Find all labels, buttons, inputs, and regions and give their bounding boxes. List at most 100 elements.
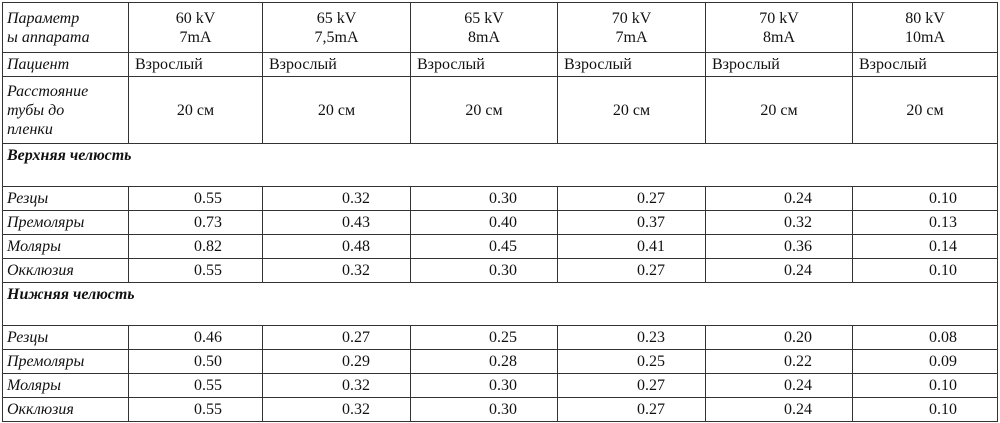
value-cell: 0.10 [852, 373, 998, 398]
value-cell: 0.45 [410, 234, 558, 259]
value-cell: 0.24 [705, 397, 853, 422]
table-row: Пациент Взрослый Взрослый Взрослый Взрослый В… [2, 52, 998, 77]
value-cell: 0.30 [410, 397, 558, 422]
value-cell: 0.24 [705, 373, 853, 398]
row-label: Резцы [2, 325, 129, 350]
value-cell: 0.09 [852, 349, 998, 374]
row-label: Премоляры [2, 349, 129, 374]
cell-line: 8mA [763, 28, 795, 46]
cell-line: 8mA [468, 28, 500, 46]
table-row: Резцы 0.46 0.27 0.25 0.23 0.20 0.08 [2, 325, 998, 350]
value-cell: 0.27 [557, 397, 706, 422]
value-cell: 0.30 [410, 373, 558, 398]
value-cell: 0.24 [705, 186, 853, 211]
value-cell: 0.36 [705, 234, 853, 259]
value-cell: 0.13 [852, 210, 998, 235]
patient-cell: Взрослый [852, 52, 998, 77]
value-cell: 0.43 [262, 210, 411, 235]
header-cell: 65 kV 8mA [410, 2, 558, 53]
value-cell: 0.55 [128, 186, 263, 211]
value-cell: 0.14 [852, 234, 998, 259]
patient-cell: Взрослый [410, 52, 558, 77]
table-row: Резцы 0.55 0.32 0.30 0.27 0.24 0.10 [2, 186, 998, 211]
distance-cell: 20 см [557, 76, 706, 144]
value-cell: 0.27 [557, 186, 706, 211]
patient-cell: Взрослый [705, 52, 853, 77]
cell-line: 7mA [615, 28, 648, 46]
cell-line: 65 kV [316, 9, 357, 27]
value-cell: 0.08 [852, 325, 998, 350]
row-label: Окклюзия [2, 397, 129, 422]
value-cell: 0.27 [557, 258, 706, 283]
table-row: Премоляры 0.50 0.29 0.28 0.25 0.22 0.09 [2, 349, 998, 374]
value-cell: 0.23 [557, 325, 706, 350]
distance-cell: 20 см [128, 76, 263, 144]
table-row: Премоляры 0.73 0.43 0.40 0.37 0.32 0.13 [2, 210, 998, 235]
table-row: Моляры 0.82 0.48 0.45 0.41 0.36 0.14 [2, 234, 998, 259]
cell-line: Параметр [7, 9, 80, 27]
row-label: Резцы [2, 186, 129, 211]
header-cell: 80 kV 10mA [852, 2, 998, 53]
row-label: Окклюзия [2, 258, 129, 283]
patient-cell: Взрослый [557, 52, 706, 77]
row-label: Премоляры [2, 210, 129, 235]
value-cell: 0.24 [705, 258, 853, 283]
header-cell: 65 kV 7,5mA [262, 2, 411, 53]
cell-line: ы аппарата [7, 28, 90, 46]
value-cell: 0.10 [852, 258, 998, 283]
value-cell: 0.32 [262, 186, 411, 211]
value-cell: 0.82 [128, 234, 263, 259]
header-cell: 60 kV 7mA [128, 2, 263, 53]
value-cell: 0.30 [410, 258, 558, 283]
value-cell: 0.32 [262, 258, 411, 283]
value-cell: 0.32 [262, 373, 411, 398]
header-cell: 70 kV 7mA [557, 2, 706, 53]
value-cell: 0.22 [705, 349, 853, 374]
value-cell: 0.46 [128, 325, 263, 350]
section-title: Верхняя челюсть [2, 143, 998, 187]
value-cell: 0.73 [128, 210, 263, 235]
distance-cell: 20 см [262, 76, 411, 144]
cell-line: 7,5mA [314, 28, 359, 46]
table-row: Нижняя челюсть [2, 282, 998, 326]
distance-cell: 20 см [410, 76, 558, 144]
value-cell: 0.28 [410, 349, 558, 374]
row-label: Моляры [2, 234, 129, 259]
value-cell: 0.32 [262, 397, 411, 422]
header-cell: 70 kV 8mA [705, 2, 853, 53]
cell-line: пленки [7, 120, 53, 138]
table-row: Моляры 0.55 0.32 0.30 0.27 0.24 0.10 [2, 373, 998, 398]
cell-line: 70 kV [759, 9, 799, 27]
value-cell: 0.29 [262, 349, 411, 374]
patient-cell: Взрослый [262, 52, 411, 77]
table-row: Окклюзия 0.55 0.32 0.30 0.27 0.24 0.10 [2, 258, 998, 283]
value-cell: 0.27 [557, 373, 706, 398]
value-cell: 0.41 [557, 234, 706, 259]
value-cell: 0.20 [705, 325, 853, 350]
value-cell: 0.37 [557, 210, 706, 235]
table-row: Расстояние тубы до пленки 20 см 20 см 20 см 20… [2, 76, 998, 144]
value-cell: 0.25 [410, 325, 558, 350]
value-cell: 0.32 [705, 210, 853, 235]
distance-cell: 20 см [852, 76, 998, 144]
cell-line: 70 kV [611, 9, 652, 27]
table-row: Окклюзия 0.55 0.32 0.30 0.27 0.24 0.10 [2, 397, 998, 422]
patient-cell: Взрослый [128, 52, 263, 77]
cell-line: тубы до [7, 101, 65, 119]
row-label: Пациент [2, 52, 129, 77]
cell-line: Расстояние [7, 82, 89, 100]
value-cell: 0.27 [262, 325, 411, 350]
value-cell: 0.48 [262, 234, 411, 259]
value-cell: 0.55 [128, 373, 263, 398]
header-label: Параметр ы аппарата [2, 2, 129, 53]
distance-cell: 20 см [705, 76, 853, 144]
value-cell: 0.30 [410, 186, 558, 211]
value-cell: 0.10 [852, 186, 998, 211]
value-cell: 0.50 [128, 349, 263, 374]
table-row: Параметр ы аппарата 60 kV 7mA 65 kV 7,5mA 65 k… [2, 2, 998, 53]
value-cell: 0.25 [557, 349, 706, 374]
row-label: Моляры [2, 373, 129, 398]
value-cell: 0.55 [128, 397, 263, 422]
